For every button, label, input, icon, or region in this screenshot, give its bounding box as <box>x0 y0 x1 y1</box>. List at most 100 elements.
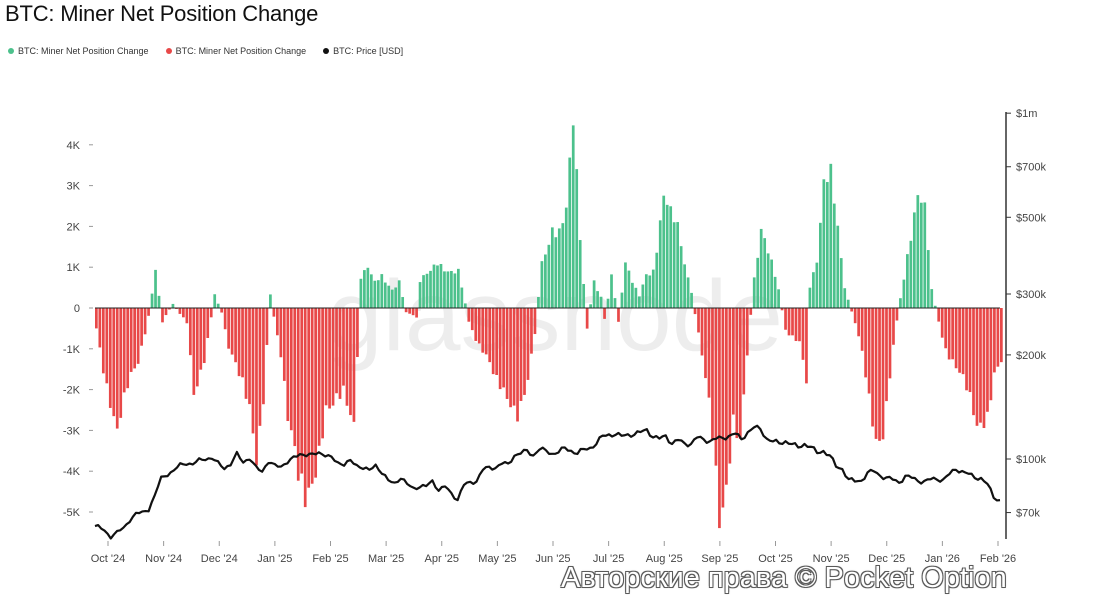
bar-positive <box>568 157 572 308</box>
bar-negative <box>523 308 526 395</box>
bar-negative <box>491 308 495 375</box>
bar-negative <box>958 308 961 373</box>
x-tick-label: Apr '25 <box>424 553 459 565</box>
bar-positive <box>766 253 770 308</box>
bar-positive <box>418 282 422 308</box>
bar-negative <box>272 308 276 317</box>
x-tick-label: Nov '25 <box>813 553 850 565</box>
bar-negative <box>972 308 975 416</box>
bar-negative <box>115 308 119 429</box>
bar-negative <box>321 308 324 439</box>
bar-negative <box>307 308 311 488</box>
bar-negative <box>276 308 279 336</box>
bar-negative <box>519 308 523 401</box>
bar-positive <box>216 303 220 308</box>
bar-positive <box>919 202 923 308</box>
bar-negative <box>206 308 210 338</box>
bar-negative <box>533 308 537 335</box>
bar-positive <box>770 259 773 308</box>
bar-positive <box>537 297 540 308</box>
bar-negative <box>470 308 474 331</box>
bar-negative <box>989 308 993 401</box>
bar-positive <box>376 280 380 308</box>
bar-positive <box>763 238 767 308</box>
bar-negative <box>798 308 801 342</box>
bar-positive <box>624 262 627 308</box>
left-tick-label: 0 <box>74 303 80 315</box>
bar-negative <box>408 308 411 314</box>
bar-negative <box>937 308 941 322</box>
bar-positive <box>839 258 843 308</box>
bar-positive <box>429 270 432 308</box>
bar-positive <box>923 202 927 308</box>
bar-negative <box>707 308 711 398</box>
x-tick-label: Jan '26 <box>925 553 960 565</box>
bar-negative <box>502 308 505 388</box>
bar-positive <box>436 265 439 308</box>
bar-negative <box>787 308 791 336</box>
bar-negative <box>728 308 732 464</box>
bar-negative <box>940 308 944 338</box>
x-tick-label: Feb '25 <box>312 553 348 565</box>
bar-positive <box>752 277 756 308</box>
bar-positive <box>902 279 906 308</box>
legend-item-price[interactable]: BTC: Price [USD] <box>323 46 403 56</box>
bar-negative <box>484 308 488 355</box>
x-tick-label: Oct '25 <box>758 553 793 565</box>
bar-negative <box>505 308 509 399</box>
bar-negative <box>488 308 492 363</box>
bar-positive <box>634 287 638 308</box>
bar-positive <box>906 254 909 308</box>
bar-negative <box>965 308 968 391</box>
bar-positive <box>777 289 780 308</box>
bar-negative <box>509 308 512 408</box>
bar-negative <box>241 308 244 378</box>
bar-negative <box>331 308 335 406</box>
right-tick-label: $300k <box>1016 289 1046 301</box>
bar-negative <box>693 308 697 315</box>
bar-negative <box>108 308 112 408</box>
legend-dot-green <box>8 48 14 54</box>
bar-negative <box>415 308 418 318</box>
bar-negative <box>178 308 182 314</box>
chart-title: BTC: Miner Net Position Change <box>5 1 319 26</box>
bar-negative <box>342 308 345 386</box>
bar-positive <box>550 227 554 308</box>
bar-positive <box>582 284 586 308</box>
bar-positive <box>460 287 464 308</box>
bar-negative <box>993 308 996 373</box>
bar-positive <box>150 293 154 308</box>
bar-negative <box>617 308 620 322</box>
left-tick-label: 2K <box>67 221 81 233</box>
bar-positive <box>926 250 930 308</box>
left-tick-label: -4K <box>63 466 81 478</box>
bar-positive <box>825 182 829 308</box>
bar-negative <box>296 308 300 481</box>
left-tick-label: -2K <box>63 385 81 397</box>
x-tick-label: Oct '24 <box>91 553 126 565</box>
bar-negative <box>745 308 749 356</box>
bar-negative <box>874 308 878 439</box>
bar-negative <box>234 308 237 363</box>
bar-negative <box>140 308 143 346</box>
bar-negative <box>129 308 133 372</box>
legend-item-positive[interactable]: BTC: Miner Net Position Change <box>8 46 149 56</box>
bar-negative <box>968 308 972 393</box>
bar-positive <box>592 280 596 308</box>
bar-positive <box>620 292 624 308</box>
bar-negative <box>878 308 881 441</box>
bar-negative <box>881 308 885 440</box>
bar-positive <box>651 269 655 308</box>
bar-negative <box>98 308 102 348</box>
bar-positive <box>401 297 405 308</box>
bar-negative <box>310 308 314 484</box>
left-tick-label: 3K <box>67 181 81 193</box>
bar-negative <box>161 308 164 323</box>
left-tick-label: -1K <box>63 344 81 356</box>
bar-negative <box>168 308 171 310</box>
legend-item-negative[interactable]: BTC: Miner Net Position Change <box>165 46 306 56</box>
bar-negative <box>349 308 352 416</box>
bar-negative <box>293 308 297 447</box>
bar-negative <box>122 308 126 393</box>
bar-positive <box>679 246 683 308</box>
